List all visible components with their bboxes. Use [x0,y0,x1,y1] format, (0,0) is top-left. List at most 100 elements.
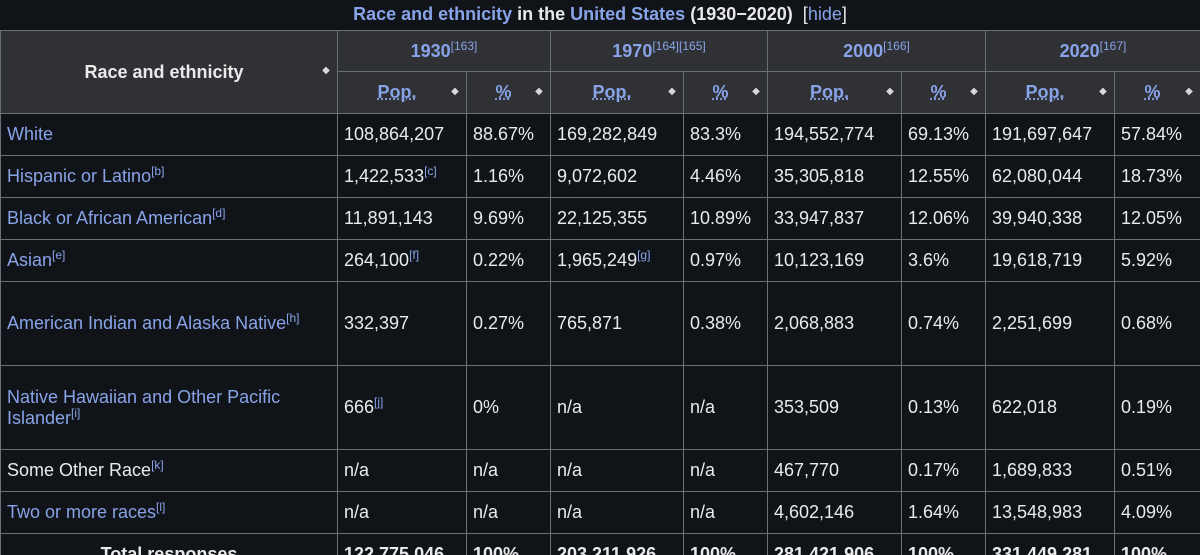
row-label-cell: Two or more races[l] [0,491,338,534]
sort-arrows-icon[interactable]: ◆ [970,85,978,97]
population-cell: 264,100[f] [337,239,467,282]
footnote-ref[interactable]: [c] [424,164,437,178]
cell-value: 9.69% [473,208,525,228]
sort-header-inner: % ◆ [473,82,544,103]
sort-header-pct-2000[interactable]: % ◆ [901,71,986,114]
population-cell: n/a [550,491,684,534]
sort-header-pop-2000[interactable]: Pop. ◆ [767,71,902,114]
cell-value: 2,251,699 [992,313,1073,333]
footnote-ref[interactable]: [j] [374,395,384,409]
year-ref-2020[interactable]: [167] [1099,38,1127,53]
year-ref-1930[interactable]: [163] [450,38,478,53]
percent-cell: 88.67% [466,113,551,156]
sort-arrows-icon[interactable]: ◆ [668,85,676,97]
percent-header-label[interactable]: % [930,82,947,102]
cell-value: 108,864,207 [344,124,445,144]
sort-header-pct-1970[interactable]: % ◆ [683,71,768,114]
row-label[interactable]: Asian [7,250,53,270]
hide-button[interactable]: hide [807,4,842,24]
row-header-race-ethnicity[interactable]: Race and ethnicity ◆ [0,30,338,114]
table-row: Asian[e] 264,100[f] 0.22% 1,965,249[g] 0.97%… [0,239,1200,282]
total-population-cell: 331,449,281 [985,533,1115,555]
percent-cell: n/a [683,449,768,492]
footnote-ref[interactable]: [g] [637,248,651,262]
population-cell: 353,509 [767,365,902,450]
row-label[interactable]: White [7,124,54,144]
footnote-ref[interactable]: [d] [212,206,226,220]
row-label[interactable]: Two or more races [7,502,157,522]
percent-cell: 0.74% [901,281,986,366]
sort-arrows-icon[interactable]: ◆ [451,85,459,97]
sort-arrows-icon[interactable]: ◆ [322,65,330,76]
table-caption: Race and ethnicity in the United States … [0,0,1200,30]
sort-arrows-icon[interactable]: ◆ [535,85,543,97]
year-label-2000[interactable]: 2000 [843,40,884,61]
cell-value: 0.22% [473,250,525,270]
cell-value: n/a [557,460,583,480]
cell-value: 13,548,983 [992,502,1083,522]
population-header-label[interactable]: Pop. [810,82,849,102]
percent-cell: n/a [466,449,551,492]
footnote-ref[interactable]: [b] [151,164,165,178]
year-ref-2000[interactable]: [166] [883,38,910,53]
footnote-ref[interactable]: [f] [409,248,420,262]
year-label-1970[interactable]: 1970 [612,40,653,61]
hide-toggle: [hide] [802,4,847,24]
caption-link-race-ethnicity[interactable]: Race and ethnicity [353,4,513,24]
cell-value: n/a [344,502,370,522]
row-label[interactable]: Native Hawaiian and Other Pacific Island… [7,386,281,428]
percent-cell: 4.09% [1114,491,1200,534]
sort-arrows-icon[interactable]: ◆ [752,85,760,97]
sort-arrows-icon[interactable]: ◆ [886,85,894,97]
percent-cell: 57.84% [1114,113,1200,156]
row-label-cell: Native Hawaiian and Other Pacific Island… [0,365,338,450]
row-label-cell: White [0,113,338,156]
footnote-ref[interactable]: [h] [286,311,300,325]
row-header-label: Race and ethnicity [84,61,244,82]
year-label-1930[interactable]: 1930 [410,40,451,61]
percent-header-label[interactable]: % [1144,82,1161,102]
sort-header-inner: Pop. ◆ [344,82,460,103]
sort-header-pop-1970[interactable]: Pop. ◆ [550,71,684,114]
cell-value: 1,689,833 [992,460,1073,480]
footnote-ref[interactable]: [e] [52,248,66,262]
table-row: Two or more races[l] n/a n/a n/a n/a 4,602,14… [0,491,1200,534]
row-label[interactable]: American Indian and Alaska Native [7,313,287,333]
sort-header-pct-1930[interactable]: % ◆ [466,71,551,114]
footnote-ref[interactable]: [k] [151,458,164,472]
total-row: Total responses 122,775,046 100% 203,211,92… [0,533,1200,555]
sort-arrows-icon[interactable]: ◆ [1099,85,1107,97]
sort-arrows-icon[interactable]: ◆ [1185,85,1193,97]
percent-header-label[interactable]: % [712,82,729,102]
population-cell: 10,123,169 [767,239,902,282]
sort-header-pct-2020[interactable]: % ◆ [1114,71,1200,114]
year-ref-1970[interactable]: [164][165] [652,38,706,53]
cell-value: 1,965,249 [557,250,638,270]
population-header-label[interactable]: Pop. [1025,82,1065,102]
row-label[interactable]: Black or African American [7,208,213,228]
cell-value: 1.16% [473,166,525,186]
caption-year-range: (1930−2020) [685,4,793,24]
percent-header-label[interactable]: % [495,82,512,102]
cell-value: 18.73% [1121,166,1183,186]
population-header-label[interactable]: Pop. [377,82,417,102]
population-header-label[interactable]: Pop. [592,82,632,102]
footnote-ref[interactable]: [i] [71,405,81,420]
population-cell: 467,770 [767,449,902,492]
caption-link-united-states[interactable]: United States [570,4,686,24]
year-label-2020[interactable]: 2020 [1059,40,1100,61]
total-population-cell: 281,421,906 [767,533,902,555]
race-ethnicity-table: Race and ethnicity ◆ 1930[163] 1970[164]… [0,30,1200,555]
cell-value: 0.38% [690,313,742,333]
cell-value: 0.68% [1121,313,1173,333]
cell-value: 666 [344,397,375,417]
cell-value: 4.09% [1121,502,1173,522]
table-row: White 108,864,207 88.67% 169,282,849 83.3% 19… [0,113,1200,156]
footnote-ref[interactable]: [l] [156,500,166,514]
percent-cell: 1.64% [901,491,986,534]
row-label[interactable]: Hispanic or Latino [7,166,152,186]
cell-value: 11,891,143 [344,208,433,228]
population-cell: n/a [550,449,684,492]
sort-header-pop-2020[interactable]: Pop. ◆ [985,71,1115,114]
sort-header-pop-1930[interactable]: Pop. ◆ [337,71,467,114]
